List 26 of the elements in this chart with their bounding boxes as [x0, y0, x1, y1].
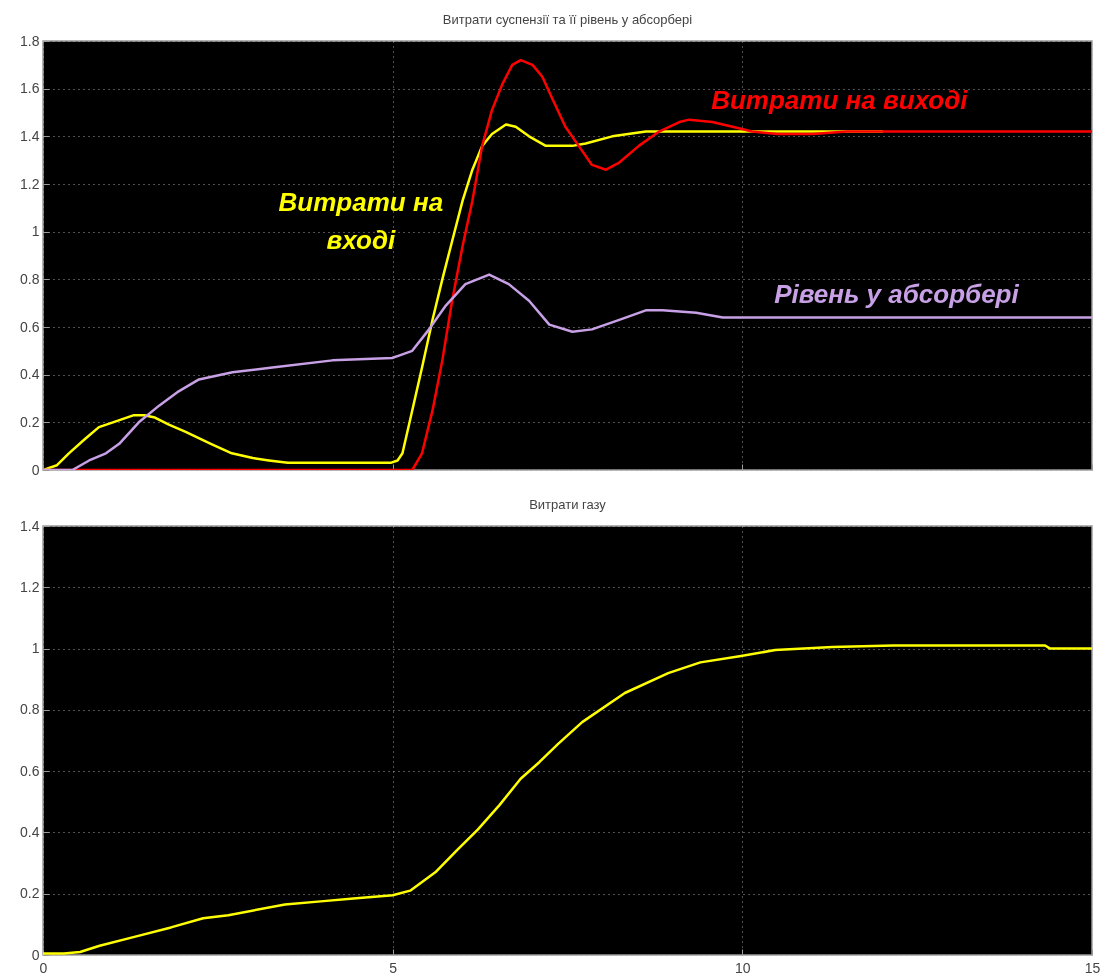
- x-tick-label: 5: [389, 959, 398, 976]
- chart-title: Витрати суспензії та її рівень у абсорбері: [442, 12, 693, 27]
- y-tick-label: 1.2: [20, 175, 40, 192]
- series-label: Витрати на виході: [711, 85, 969, 116]
- y-tick-label: 0.4: [20, 823, 40, 840]
- y-tick-label: 0.8: [20, 270, 40, 287]
- y-tick-label: 0.4: [20, 366, 40, 383]
- y-tick-label: 0.8: [20, 701, 40, 718]
- y-tick-label: 1.4: [20, 517, 40, 534]
- y-tick-label: 1.2: [20, 578, 40, 595]
- y-tick-label: 0.2: [20, 413, 40, 430]
- x-tick-label: 10: [735, 959, 751, 976]
- y-tick-label: 0.2: [20, 885, 40, 902]
- y-tick-label: 1: [31, 223, 40, 240]
- series-label: Рівень у абсорбері: [774, 278, 1020, 309]
- y-tick-label: 0: [31, 946, 40, 963]
- y-tick-label: 1.6: [20, 80, 40, 97]
- x-tick-label: 15: [1084, 959, 1101, 976]
- y-tick-label: 0.6: [20, 318, 40, 335]
- y-tick-label: 0.6: [20, 762, 40, 779]
- y-tick-label: 0: [31, 461, 40, 478]
- y-tick-label: 1.8: [20, 32, 40, 49]
- y-tick-label: 1.4: [20, 127, 40, 144]
- chart-title: Витрати газу: [529, 497, 607, 512]
- series-label: Витрати на вході: [278, 187, 444, 256]
- y-tick-label: 1: [31, 640, 40, 657]
